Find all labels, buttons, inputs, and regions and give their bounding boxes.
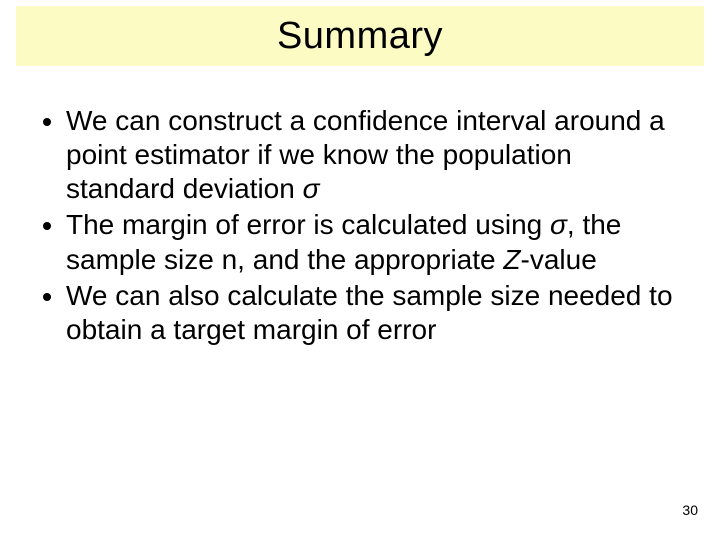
- sigma-symbol: σ: [550, 209, 567, 240]
- bullet-text: The margin of error is calculated using: [66, 209, 550, 240]
- bullet-item: We can also calculate the sample size ne…: [66, 279, 686, 347]
- bullet-text: We can also calculate the sample size ne…: [66, 280, 673, 345]
- z-symbol: Z: [503, 244, 520, 275]
- bullet-text: -value: [521, 244, 597, 275]
- bullet-item: The margin of error is calculated using …: [66, 208, 686, 276]
- slide-title: Summary: [277, 15, 443, 58]
- content-area: We can construct a confidence interval a…: [36, 104, 686, 349]
- bullet-list: We can construct a confidence interval a…: [36, 104, 686, 347]
- bullet-item: We can construct a confidence interval a…: [66, 104, 686, 206]
- title-bar: Summary: [16, 6, 704, 66]
- sigma-symbol: σ: [303, 173, 320, 204]
- page-number: 30: [682, 502, 698, 518]
- bullet-text: We can construct a confidence interval a…: [66, 105, 665, 204]
